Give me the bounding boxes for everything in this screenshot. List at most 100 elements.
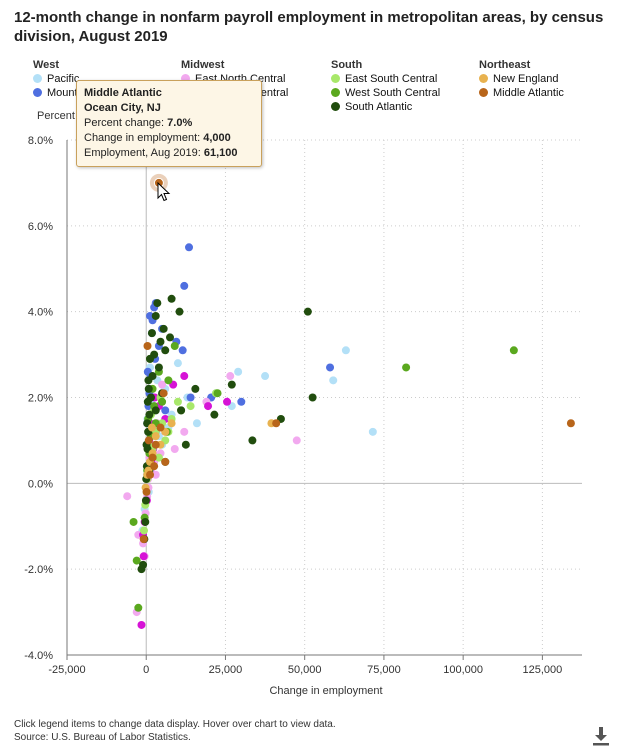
- data-point[interactable]: [161, 346, 170, 355]
- data-point[interactable]: [151, 406, 160, 415]
- data-point[interactable]: [341, 346, 350, 355]
- data-point[interactable]: [137, 565, 146, 574]
- data-point[interactable]: [223, 397, 232, 406]
- data-point[interactable]: [326, 363, 335, 372]
- data-point[interactable]: [292, 436, 301, 445]
- data-point[interactable]: [166, 333, 174, 342]
- y-tick-label: 0.0%: [28, 478, 53, 490]
- data-point[interactable]: [142, 487, 151, 496]
- data-point[interactable]: [132, 556, 141, 565]
- data-point[interactable]: [234, 367, 243, 376]
- data-point[interactable]: [154, 363, 163, 372]
- legend-item-pacific[interactable]: Pacific: [33, 72, 92, 86]
- data-point[interactable]: [204, 402, 213, 411]
- data-point[interactable]: [159, 324, 168, 333]
- data-point[interactable]: [148, 453, 157, 462]
- data-point[interactable]: [151, 470, 160, 479]
- data-point[interactable]: [227, 380, 236, 389]
- data-point[interactable]: [146, 470, 155, 479]
- data-point[interactable]: [156, 423, 165, 432]
- data-point[interactable]: [123, 492, 132, 501]
- data-point[interactable]: [180, 427, 189, 436]
- data-point[interactable]: [158, 397, 167, 406]
- data-point[interactable]: [164, 376, 173, 385]
- data-point[interactable]: [147, 329, 156, 338]
- series-pacific[interactable]: [138, 346, 377, 535]
- data-point[interactable]: [173, 359, 182, 368]
- data-point[interactable]: [144, 384, 153, 393]
- data-point[interactable]: [178, 346, 187, 355]
- data-point[interactable]: [213, 389, 222, 398]
- data-point[interactable]: [272, 419, 281, 428]
- data-point[interactable]: [158, 380, 167, 389]
- data-point[interactable]: [151, 440, 160, 449]
- download-icon[interactable]: [592, 726, 610, 746]
- data-point[interactable]: [175, 307, 184, 316]
- data-point[interactable]: [146, 311, 155, 320]
- data-point[interactable]: [186, 402, 195, 411]
- series-marker-icon: [331, 102, 340, 111]
- data-point[interactable]: [210, 410, 219, 419]
- data-point[interactable]: [185, 243, 194, 252]
- data-point[interactable]: [191, 384, 200, 393]
- data-point[interactable]: [566, 419, 575, 428]
- data-point[interactable]: [167, 294, 176, 303]
- data-point[interactable]: [140, 526, 149, 535]
- data-point[interactable]: [129, 517, 138, 526]
- data-point[interactable]: [180, 372, 189, 381]
- data-point[interactable]: [141, 517, 150, 526]
- data-point[interactable]: [303, 307, 312, 316]
- data-point[interactable]: [167, 419, 176, 428]
- data-point[interactable]: [329, 376, 338, 385]
- data-point[interactable]: [151, 432, 160, 441]
- data-point[interactable]: [186, 393, 195, 402]
- data-point[interactable]: [170, 445, 179, 453]
- data-point[interactable]: [147, 423, 156, 432]
- legend-item-middle-atlantic[interactable]: Middle Atlantic: [479, 86, 564, 100]
- scatter-chart[interactable]: -25,000 0 25,000 50,000 75,000 100,000 125,000…: [0, 0, 622, 712]
- data-point[interactable]: [161, 457, 170, 466]
- data-point[interactable]: [143, 342, 152, 350]
- data-point[interactable]: [159, 389, 168, 398]
- data-point[interactable]: [156, 337, 165, 346]
- data-point[interactable]: [180, 281, 189, 290]
- data-point[interactable]: [181, 440, 190, 449]
- data-point[interactable]: [139, 535, 148, 544]
- series-marker-icon: [33, 74, 42, 83]
- legend-item-south-atlantic[interactable]: South Atlantic: [331, 100, 440, 114]
- data-point[interactable]: [137, 620, 146, 629]
- data-point[interactable]: [248, 436, 257, 445]
- data-point[interactable]: [154, 453, 163, 462]
- data-point[interactable]: [177, 406, 186, 415]
- data-point[interactable]: [146, 354, 155, 363]
- data-point[interactable]: [192, 419, 201, 428]
- data-point[interactable]: [173, 397, 182, 406]
- data-point[interactable]: [509, 346, 518, 355]
- legend-item-east-south-central[interactable]: East South Central: [331, 72, 440, 86]
- data-point[interactable]: [368, 427, 377, 436]
- data-point[interactable]: [402, 363, 411, 372]
- data-point[interactable]: [139, 552, 148, 561]
- data-point[interactable]: [143, 397, 152, 406]
- legend-item-new-england[interactable]: New England: [479, 72, 564, 86]
- data-point[interactable]: [144, 436, 153, 445]
- data-point[interactable]: [151, 311, 160, 320]
- series-west-south-central[interactable]: [129, 342, 518, 612]
- data-point[interactable]: [170, 342, 179, 350]
- legend-item-west-south-central[interactable]: West South Central: [331, 86, 440, 100]
- data-point[interactable]: [161, 406, 170, 415]
- data-point[interactable]: [150, 462, 159, 471]
- legend-group-title: South: [331, 59, 363, 71]
- data-point[interactable]: [237, 397, 246, 406]
- data-point[interactable]: [261, 372, 270, 381]
- series-middle-atlantic[interactable]: [139, 178, 575, 544]
- data-points[interactable]: [123, 173, 575, 629]
- data-point[interactable]: [226, 372, 235, 381]
- data-point[interactable]: [134, 603, 143, 612]
- data-point[interactable]: [145, 410, 154, 419]
- data-point[interactable]: [153, 299, 162, 308]
- data-point[interactable]: [308, 393, 317, 402]
- data-point[interactable]: [141, 496, 150, 505]
- footer-source: Source: U.S. Bureau of Labor Statistics.: [14, 732, 191, 743]
- data-point[interactable]: [144, 376, 153, 385]
